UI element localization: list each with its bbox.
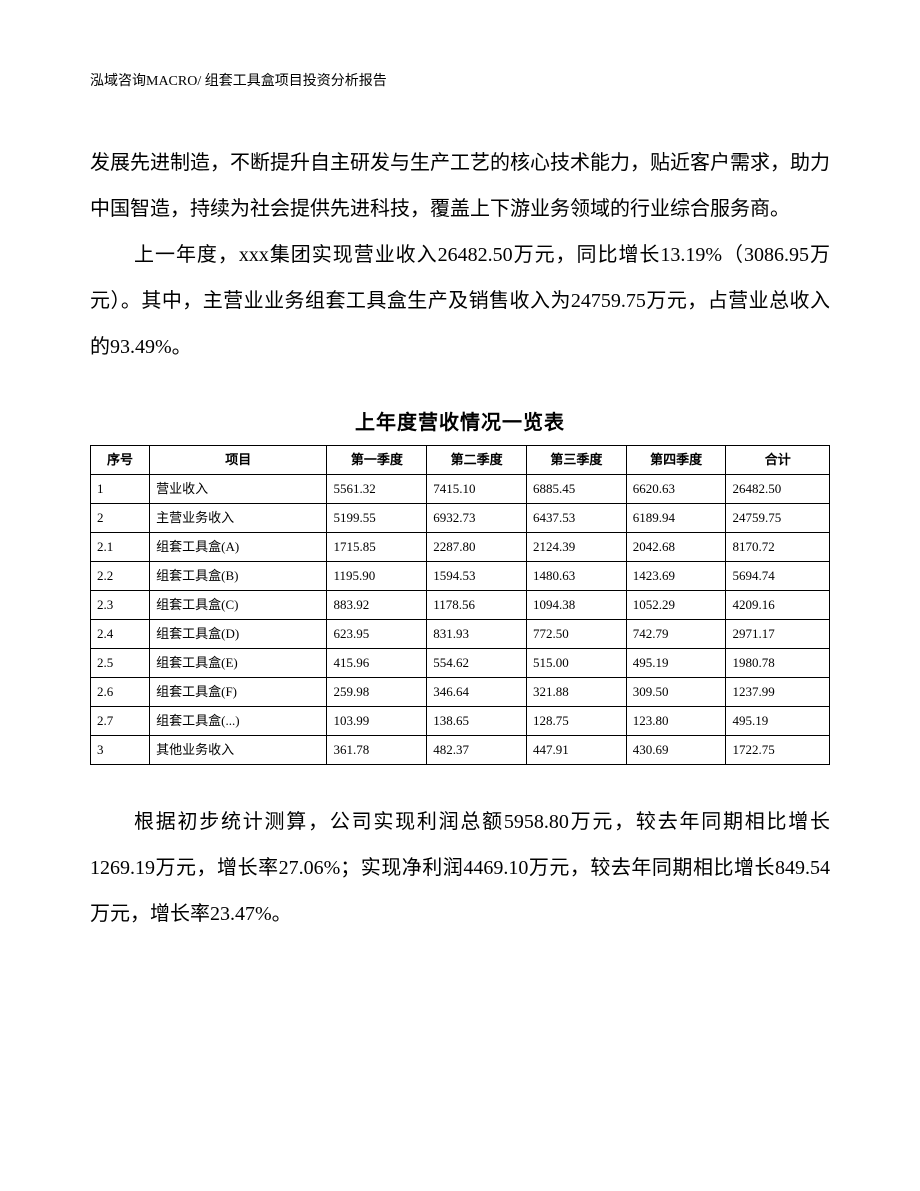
cell: 6885.45 (526, 475, 626, 504)
cell: 742.79 (626, 620, 726, 649)
paragraph-2: 上一年度，xxx集团实现营业收入26482.50万元，同比增长13.19%（30… (90, 232, 830, 370)
cell: 8170.72 (726, 533, 830, 562)
cell: 831.93 (427, 620, 527, 649)
th-q4: 第四季度 (626, 446, 726, 475)
th-seq: 序号 (91, 446, 150, 475)
cell: 346.64 (427, 678, 527, 707)
cell: 2.7 (91, 707, 150, 736)
cell: 1722.75 (726, 736, 830, 765)
table-row: 2 主营业务收入 5199.55 6932.73 6437.53 6189.94… (91, 504, 830, 533)
cell: 554.62 (427, 649, 527, 678)
cell: 1594.53 (427, 562, 527, 591)
cell: 24759.75 (726, 504, 830, 533)
cell: 2.5 (91, 649, 150, 678)
cell: 361.78 (327, 736, 427, 765)
cell: 1480.63 (526, 562, 626, 591)
table-header-row: 序号 项目 第一季度 第二季度 第三季度 第四季度 合计 (91, 446, 830, 475)
th-item: 项目 (150, 446, 327, 475)
table-row: 1 营业收入 5561.32 7415.10 6885.45 6620.63 2… (91, 475, 830, 504)
cell: 6437.53 (526, 504, 626, 533)
cell: 1178.56 (427, 591, 527, 620)
table-row: 2.1 组套工具盒(A) 1715.85 2287.80 2124.39 204… (91, 533, 830, 562)
cell: 430.69 (626, 736, 726, 765)
paragraph-1: 发展先进制造，不断提升自主研发与生产工艺的核心技术能力，贴近客户需求，助力中国智… (90, 140, 830, 232)
cell: 259.98 (327, 678, 427, 707)
th-q2: 第二季度 (427, 446, 527, 475)
cell: 482.37 (427, 736, 527, 765)
cell: 1052.29 (626, 591, 726, 620)
cell: 6189.94 (626, 504, 726, 533)
cell: 2.3 (91, 591, 150, 620)
cell: 6620.63 (626, 475, 726, 504)
page-header: 泓域咨询MACRO/ 组套工具盒项目投资分析报告 (90, 70, 830, 90)
cell: 2124.39 (526, 533, 626, 562)
cell: 主营业务收入 (150, 504, 327, 533)
cell: 495.19 (626, 649, 726, 678)
cell: 组套工具盒(F) (150, 678, 327, 707)
cell: 2.4 (91, 620, 150, 649)
cell: 2.2 (91, 562, 150, 591)
cell: 2.1 (91, 533, 150, 562)
th-q1: 第一季度 (327, 446, 427, 475)
cell: 1195.90 (327, 562, 427, 591)
cell: 128.75 (526, 707, 626, 736)
cell: 623.95 (327, 620, 427, 649)
cell: 组套工具盒(D) (150, 620, 327, 649)
table-row: 2.4 组套工具盒(D) 623.95 831.93 772.50 742.79… (91, 620, 830, 649)
cell: 309.50 (626, 678, 726, 707)
table-row: 2.6 组套工具盒(F) 259.98 346.64 321.88 309.50… (91, 678, 830, 707)
cell: 1 (91, 475, 150, 504)
th-total: 合计 (726, 446, 830, 475)
cell: 26482.50 (726, 475, 830, 504)
table-title: 上年度营收情况一览表 (90, 406, 830, 435)
cell: 5199.55 (327, 504, 427, 533)
cell: 447.91 (526, 736, 626, 765)
cell: 3 (91, 736, 150, 765)
cell: 1423.69 (626, 562, 726, 591)
cell: 138.65 (427, 707, 527, 736)
cell: 772.50 (526, 620, 626, 649)
cell: 7415.10 (427, 475, 527, 504)
cell: 营业收入 (150, 475, 327, 504)
table-row: 2.7 组套工具盒(...) 103.99 138.65 128.75 123.… (91, 707, 830, 736)
table-row: 3 其他业务收入 361.78 482.37 447.91 430.69 172… (91, 736, 830, 765)
cell: 1094.38 (526, 591, 626, 620)
cell: 5694.74 (726, 562, 830, 591)
page: 泓域咨询MACRO/ 组套工具盒项目投资分析报告 发展先进制造，不断提升自主研发… (0, 0, 920, 1191)
cell: 1715.85 (327, 533, 427, 562)
cell: 1237.99 (726, 678, 830, 707)
cell: 2971.17 (726, 620, 830, 649)
cell: 883.92 (327, 591, 427, 620)
cell: 123.80 (626, 707, 726, 736)
cell: 321.88 (526, 678, 626, 707)
cell: 2.6 (91, 678, 150, 707)
table-body: 1 营业收入 5561.32 7415.10 6885.45 6620.63 2… (91, 475, 830, 765)
cell: 组套工具盒(E) (150, 649, 327, 678)
cell: 2287.80 (427, 533, 527, 562)
cell: 组套工具盒(...) (150, 707, 327, 736)
cell: 495.19 (726, 707, 830, 736)
cell: 4209.16 (726, 591, 830, 620)
table-row: 2.2 组套工具盒(B) 1195.90 1594.53 1480.63 142… (91, 562, 830, 591)
paragraph-3: 根据初步统计测算，公司实现利润总额5958.80万元，较去年同期相比增长1269… (90, 799, 830, 937)
cell: 5561.32 (327, 475, 427, 504)
cell: 515.00 (526, 649, 626, 678)
cell: 2042.68 (626, 533, 726, 562)
cell: 415.96 (327, 649, 427, 678)
cell: 2 (91, 504, 150, 533)
cell: 103.99 (327, 707, 427, 736)
revenue-table: 序号 项目 第一季度 第二季度 第三季度 第四季度 合计 1 营业收入 5561… (90, 445, 830, 765)
cell: 组套工具盒(B) (150, 562, 327, 591)
cell: 1980.78 (726, 649, 830, 678)
cell: 组套工具盒(A) (150, 533, 327, 562)
cell: 组套工具盒(C) (150, 591, 327, 620)
table-row: 2.3 组套工具盒(C) 883.92 1178.56 1094.38 1052… (91, 591, 830, 620)
cell: 其他业务收入 (150, 736, 327, 765)
th-q3: 第三季度 (526, 446, 626, 475)
table-row: 2.5 组套工具盒(E) 415.96 554.62 515.00 495.19… (91, 649, 830, 678)
cell: 6932.73 (427, 504, 527, 533)
header-text: 泓域咨询MACRO/ 组套工具盒项目投资分析报告 (90, 74, 387, 89)
